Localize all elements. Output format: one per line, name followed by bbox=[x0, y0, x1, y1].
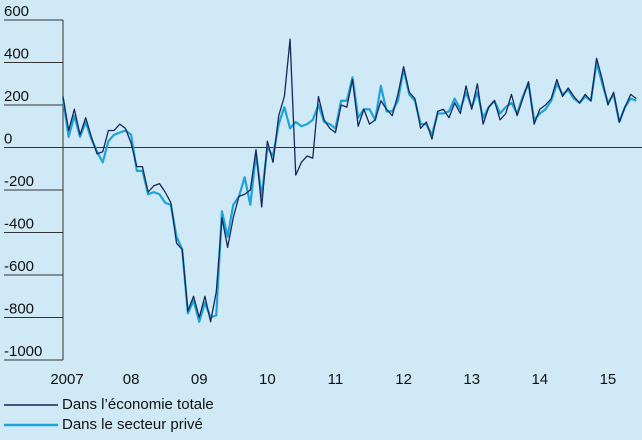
x-tick-label: 10 bbox=[259, 371, 276, 388]
series-line bbox=[61, 61, 637, 323]
legend-label: Dans le secteur privé bbox=[62, 416, 203, 433]
y-tick-label: -200 bbox=[4, 173, 34, 190]
legend-label: Dans l’économie totale bbox=[62, 396, 214, 413]
y-tick-label: 600 bbox=[4, 3, 29, 20]
y-tick-label: 200 bbox=[4, 88, 29, 105]
x-tick-label: 2007 bbox=[50, 371, 83, 388]
y-tick-label: -1000 bbox=[4, 343, 42, 360]
y-tick-label: -800 bbox=[4, 300, 34, 317]
x-tick-label: 15 bbox=[600, 371, 617, 388]
x-tick-label: 09 bbox=[191, 371, 208, 388]
x-tick-label: 11 bbox=[328, 371, 344, 388]
x-tick-label: 12 bbox=[395, 371, 412, 388]
y-tick-label: -600 bbox=[4, 258, 34, 275]
y-tick-label: 0 bbox=[4, 130, 12, 147]
x-tick-label: 08 bbox=[123, 371, 140, 388]
y-tick-label: 400 bbox=[4, 45, 29, 62]
x-tick-label: 13 bbox=[463, 371, 480, 388]
x-tick-label: 14 bbox=[531, 371, 548, 388]
series-line bbox=[62, 38, 637, 323]
y-tick-label: -400 bbox=[4, 215, 34, 232]
